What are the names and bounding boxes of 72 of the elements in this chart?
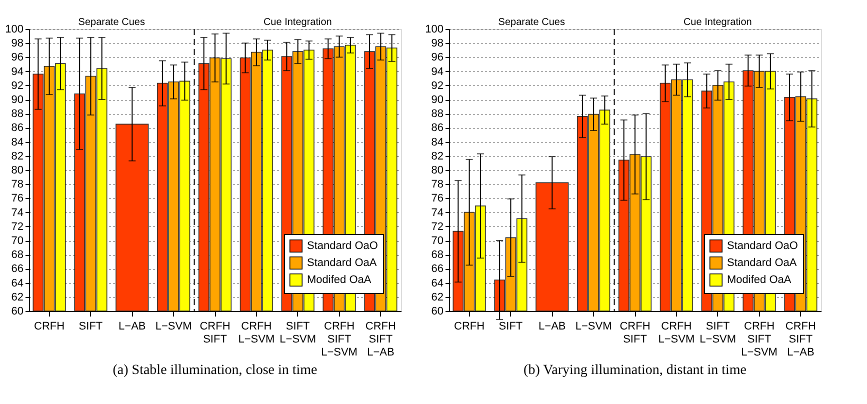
y-tick-label: 96 xyxy=(11,52,24,64)
y-tick-label: 86 xyxy=(431,122,444,134)
legend-label: Standard OaA xyxy=(727,257,798,269)
y-tick-label: 68 xyxy=(11,249,24,262)
y-tick-label: 86 xyxy=(11,122,24,134)
y-tick-label: 78 xyxy=(11,178,24,191)
y-tick-label: 84 xyxy=(11,136,24,148)
x-tick-label: CRFH xyxy=(454,320,485,332)
x-tick-label: SIFT L−SVM xyxy=(700,320,736,346)
legend-label: Modifed OaA xyxy=(307,274,372,286)
y-tick-label: 80 xyxy=(431,164,444,176)
x-tick-label: L−AB xyxy=(538,320,566,332)
y-tick-label: 82 xyxy=(431,150,444,162)
y-tick-label: 78 xyxy=(431,178,444,191)
x-tick-label: CRFH L−SVM xyxy=(658,320,695,346)
legend-label: Standard OaA xyxy=(307,257,378,269)
x-tick-label: SIFT xyxy=(78,320,103,332)
y-tick-label: 100 xyxy=(425,24,444,36)
text: Separate Cues xyxy=(78,17,146,28)
text: Separate Cues xyxy=(498,17,566,28)
y-tick-label: 66 xyxy=(431,263,444,276)
x-tick-label: CRFH SIFT xyxy=(200,320,230,346)
y-tick-label: 92 xyxy=(431,80,444,92)
text: (b) Varying illumination, distant in time xyxy=(524,363,746,378)
y-tick-label: 88 xyxy=(431,108,444,120)
y-tick-label: 80 xyxy=(11,164,24,176)
y-tick-label: 64 xyxy=(11,277,24,290)
y-tick-label: 70 xyxy=(11,235,24,247)
y-tick-label: 66 xyxy=(11,263,24,276)
x-tick-label: CRFH SIFT L−SVM xyxy=(741,320,778,358)
y-tick-label: 82 xyxy=(11,150,24,162)
x-tick-label: L−SVM xyxy=(575,320,612,332)
x-tick-label: CRFH SIFT L−AB xyxy=(365,320,396,358)
y-tick-label: 62 xyxy=(431,291,444,304)
x-tick-label: CRFH xyxy=(34,320,65,332)
y-tick-label: 90 xyxy=(431,94,444,106)
y-tick-label: 72 xyxy=(11,220,24,233)
y-tick-label: 76 xyxy=(11,192,24,205)
text: Cue Integration xyxy=(683,17,752,28)
text: (a) Stable illumination, close in time xyxy=(112,363,318,378)
x-tick-label: L−AB xyxy=(118,320,146,332)
y-tick-label: 84 xyxy=(431,136,444,148)
y-tick-label: 70 xyxy=(431,235,444,247)
y-tick-label: 62 xyxy=(11,291,24,304)
text: Cue Integration xyxy=(263,17,332,28)
y-tick-label: 72 xyxy=(431,220,444,233)
x-tick-label: CRFH SIFT L−AB xyxy=(785,320,816,358)
y-tick-label: 96 xyxy=(431,52,444,64)
legend-label: Modifed OaA xyxy=(727,274,792,286)
y-tick-label: 94 xyxy=(11,66,24,78)
y-tick-label: 94 xyxy=(431,66,444,78)
x-tick-label: SIFT xyxy=(498,320,523,332)
y-tick-label: 76 xyxy=(431,192,444,205)
y-tick-label: 64 xyxy=(431,277,444,290)
x-tick-label: CRFH SIFT L−SVM xyxy=(321,320,358,358)
y-tick-label: 92 xyxy=(11,80,24,92)
x-tick-label: CRFH SIFT xyxy=(620,320,650,346)
legend-label: Standard OaO xyxy=(727,240,798,252)
y-tick-label: 74 xyxy=(431,206,444,219)
x-tick-label: L−SVM xyxy=(155,320,192,332)
y-tick-label: 90 xyxy=(11,94,24,106)
x-tick-label: CRFH L−SVM xyxy=(238,320,275,346)
y-tick-label: 98 xyxy=(11,38,24,50)
y-tick-label: 60 xyxy=(431,306,444,318)
legend-label: Standard OaO xyxy=(307,240,378,252)
y-tick-label: 98 xyxy=(431,38,444,50)
y-tick-label: 60 xyxy=(11,306,24,318)
y-tick-label: 74 xyxy=(11,206,24,219)
y-tick-label: 100 xyxy=(5,24,24,36)
y-tick-label: 88 xyxy=(11,108,24,120)
y-tick-label: 68 xyxy=(431,249,444,262)
x-tick-label: SIFT L−SVM xyxy=(280,320,316,346)
